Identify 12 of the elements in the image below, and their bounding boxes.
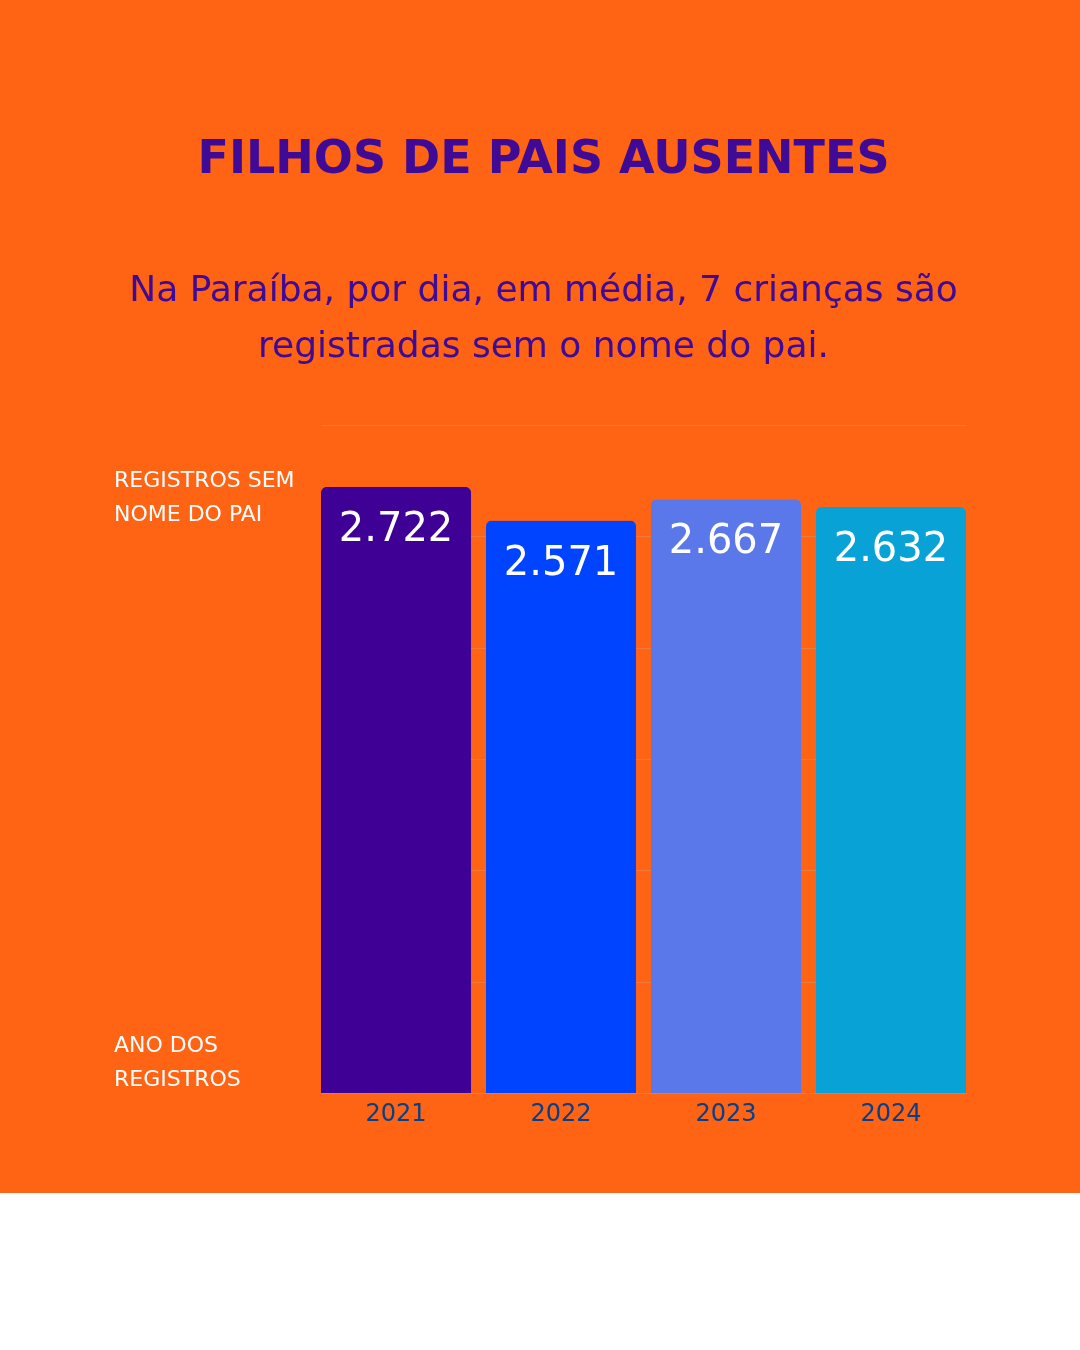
chart-title: FILHOS DE PAIS AUSENTES xyxy=(197,130,890,184)
data-label: 2.571 xyxy=(503,537,619,584)
data-label: 2.632 xyxy=(833,523,949,570)
x-tick-label: 2023 xyxy=(695,1098,757,1127)
x-tick-label: 2022 xyxy=(530,1098,592,1127)
data-label: 2.667 xyxy=(668,516,784,563)
text: ANO DOS REGISTROS xyxy=(114,1032,241,1091)
data-label: 2.722 xyxy=(338,503,454,550)
x-tick-label: 2021 xyxy=(365,1098,427,1127)
x-tick-label: 2024 xyxy=(860,1098,922,1127)
text: REGISTROS SEM NOME DO PAI xyxy=(114,467,295,526)
chart-subtitle: Na Paraíba, por dia, em média, 7 crianças são registradas sem o nome do pai. xyxy=(129,268,958,365)
